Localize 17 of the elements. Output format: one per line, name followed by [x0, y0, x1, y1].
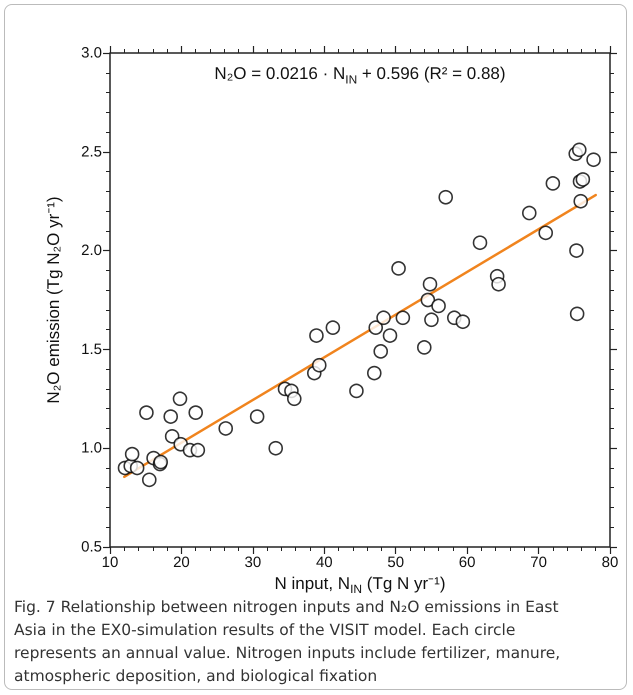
x-tick-label: 10 — [102, 554, 118, 571]
y-tick-label: 2.5 — [81, 143, 102, 160]
caption: Fig. 7 Relationship between nitrogen inputs and N₂O emissions in East Asia in the EX0-simulation results of the VISIT model. Each circle represents an annual value. Nitrogen inputs include fertilizer, manure, atmospheric deposition, and biological fixation — [14, 597, 562, 687]
x-tick-label: 80 — [602, 554, 618, 571]
y-axis-title: N₂O emission (Tg N₂O yr⁻¹) — [44, 196, 63, 404]
x-tick-label: 40 — [316, 554, 333, 571]
annotation: N₂O = 0.0216 · N$_{IN}$ + 0.596 (R² = 0.88) — [213, 64, 507, 86]
x-tick-label: 50 — [387, 554, 404, 571]
x-tick-label: 70 — [530, 554, 547, 571]
y-tick-label: 1.0 — [81, 440, 102, 457]
y-tick-label: 0.5 — [81, 538, 102, 556]
x-tick-label: 20 — [173, 554, 190, 571]
x-tick-label: 60 — [458, 554, 476, 571]
x-tick-label: 30 — [244, 554, 262, 571]
y-tick-label: 3.0 — [81, 44, 102, 62]
y-tick-label: 1.5 — [81, 340, 102, 358]
y-tick-label: 2.0 — [81, 242, 102, 260]
